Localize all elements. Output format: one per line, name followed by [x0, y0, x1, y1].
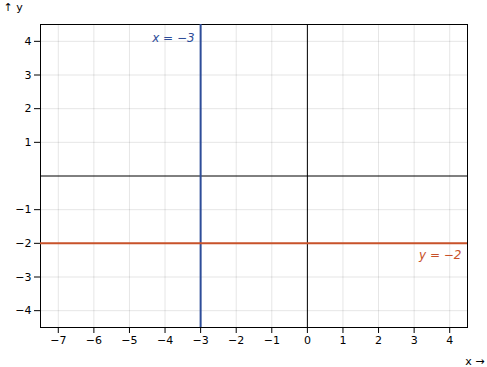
svg-text:4: 4 — [446, 334, 453, 347]
svg-text:2: 2 — [25, 102, 32, 115]
svg-text:−1: −1 — [15, 203, 31, 216]
svg-text:−3: −3 — [193, 334, 209, 347]
svg-text:y = −2: y = −2 — [418, 248, 461, 262]
svg-text:0: 0 — [304, 334, 311, 347]
svg-text:↑ y: ↑ y — [4, 1, 24, 14]
svg-text:3: 3 — [25, 69, 32, 82]
svg-text:1: 1 — [339, 334, 346, 347]
svg-text:−2: −2 — [15, 237, 31, 250]
svg-text:−6: −6 — [86, 334, 102, 347]
svg-text:3: 3 — [411, 334, 418, 347]
svg-text:−7: −7 — [50, 334, 66, 347]
svg-text:−1: −1 — [264, 334, 280, 347]
svg-text:4: 4 — [25, 35, 32, 48]
svg-text:−2: −2 — [228, 334, 244, 347]
svg-text:−4: −4 — [15, 304, 31, 317]
svg-text:−4: −4 — [157, 334, 173, 347]
svg-text:x = −3: x = −3 — [151, 31, 194, 45]
svg-text:x →: x → — [465, 355, 484, 367]
svg-text:2: 2 — [375, 334, 382, 347]
svg-text:−3: −3 — [15, 271, 31, 284]
svg-text:1: 1 — [25, 136, 32, 149]
svg-text:−5: −5 — [121, 334, 137, 347]
